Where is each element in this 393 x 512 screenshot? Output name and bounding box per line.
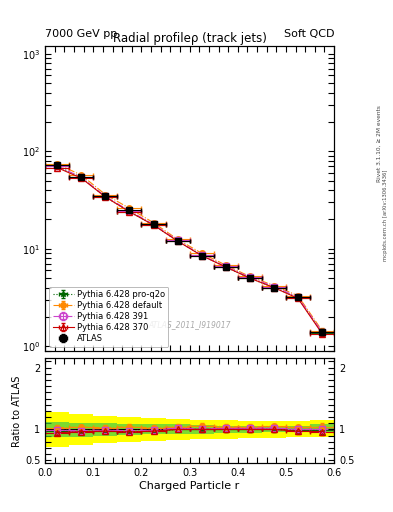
X-axis label: Charged Particle r: Charged Particle r: [140, 481, 240, 491]
Text: ATLAS_2011_I919017: ATLAS_2011_I919017: [149, 321, 231, 329]
Y-axis label: Ratio to ATLAS: Ratio to ATLAS: [12, 375, 22, 446]
Text: Soft QCD: Soft QCD: [284, 29, 334, 39]
Text: Rivet 3.1.10, ≥ 2M events: Rivet 3.1.10, ≥ 2M events: [377, 105, 382, 182]
Legend: Pythia 6.428 pro-q2o, Pythia 6.428 default, Pythia 6.428 391, Pythia 6.428 370, : Pythia 6.428 pro-q2o, Pythia 6.428 defau…: [50, 287, 168, 347]
Text: mcplots.cern.ch [arXiv:1306.3436]: mcplots.cern.ch [arXiv:1306.3436]: [384, 169, 388, 261]
Title: Radial profileρ (track jets): Radial profileρ (track jets): [113, 32, 266, 45]
Text: 7000 GeV pp: 7000 GeV pp: [45, 29, 118, 39]
